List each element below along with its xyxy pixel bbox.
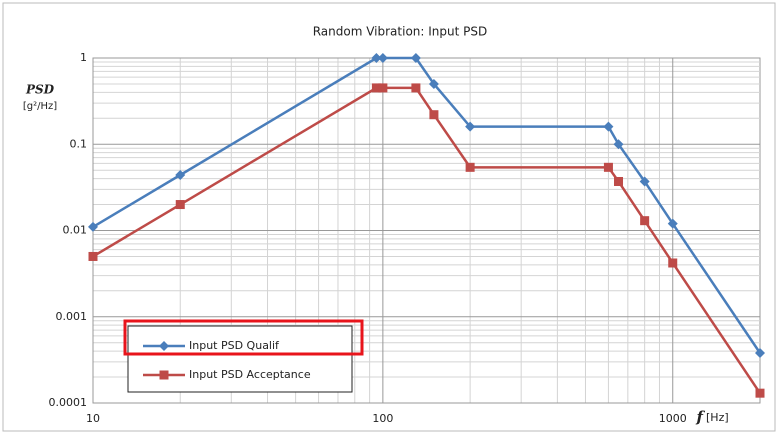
y-tick-label: 0.01 [63, 224, 88, 237]
data-point [755, 347, 765, 358]
data-point [640, 216, 650, 226]
y-axis-unit: [g²/Hz] [23, 101, 57, 112]
data-point [371, 83, 381, 93]
data-point [428, 78, 439, 89]
data-point [429, 110, 439, 120]
legend-marker [159, 370, 169, 380]
data-point [668, 258, 678, 268]
y-axis-label: PSD [25, 83, 55, 97]
data-point [88, 221, 98, 232]
data-point [411, 83, 421, 93]
y-tick-label: 1 [80, 51, 87, 64]
data-point [755, 388, 765, 398]
data-point [175, 170, 186, 181]
legend-label: Input PSD Acceptance [189, 368, 311, 381]
data-point [88, 251, 98, 261]
x-axis-unit: [Hz] [706, 411, 729, 424]
y-tick-label: 0.0001 [49, 396, 88, 409]
y-tick-label: 0.001 [56, 310, 88, 323]
data-point [667, 218, 678, 229]
chart-title: Random Vibration: Input PSD [313, 25, 488, 39]
legend-marker [159, 341, 169, 351]
x-axis-label: f [696, 408, 706, 426]
data-point [410, 53, 421, 63]
highlight-box [123, 319, 364, 356]
data-point [465, 121, 476, 132]
data-point [371, 53, 382, 63]
data-point [465, 162, 475, 172]
data-point [639, 176, 650, 187]
data-point [378, 83, 388, 93]
x-tick-label: 10 [86, 412, 100, 425]
x-tick-label: 100 [372, 412, 393, 425]
x-tick-label: 1000 [659, 412, 687, 425]
data-point [377, 53, 388, 63]
data-point [603, 121, 614, 132]
series-line [92, 86, 762, 394]
legend-box [127, 325, 353, 393]
legend-label: Input PSD Qualif [189, 339, 280, 352]
y-tick-label: 0.1 [70, 137, 88, 150]
data-point [613, 139, 624, 150]
data-point [614, 176, 624, 186]
data-point [603, 162, 613, 172]
series-line [92, 56, 762, 354]
data-point [175, 200, 185, 210]
